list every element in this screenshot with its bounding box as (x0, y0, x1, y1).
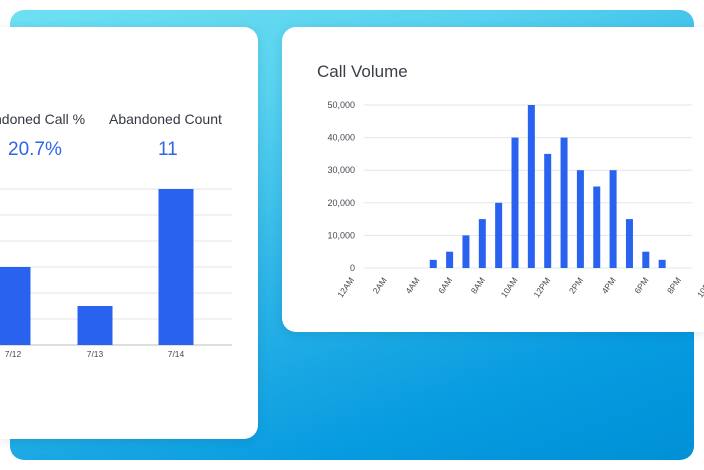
call-volume-bar-chart: 0 10,000 20,000 30,000 40,000 50,000 12AM 2AM 4A… (327, 100, 704, 299)
volume-bar (625, 219, 633, 268)
x-tick-label: 7/14 (168, 349, 185, 359)
x-tick-label: 12AM (335, 275, 356, 299)
abandoned-bar (0, 267, 31, 345)
abandoned-call-percent-label: ndoned Call % (0, 111, 86, 127)
volume-bar (527, 105, 535, 268)
volume-bar (462, 235, 470, 268)
x-tick-label: 6AM (436, 275, 454, 295)
volume-bar (560, 137, 568, 268)
abandoned-bar-chart: 7/12 7/13 7/14 (0, 188, 232, 359)
volume-bar (446, 251, 454, 268)
volume-bar (658, 259, 666, 268)
y-tick-label: 10,000 (327, 230, 355, 240)
x-tick-label: 12PM (531, 275, 552, 299)
x-tick-label: 2PM (567, 275, 585, 295)
x-tick-label: 8PM (665, 275, 683, 295)
volume-bar (544, 153, 552, 268)
abandoned-call-percent-value: 20.7% (8, 139, 62, 160)
x-tick-label: 10AM (499, 275, 520, 299)
volume-bar (609, 170, 617, 268)
volume-bar (576, 170, 584, 268)
x-tick-label: 4PM (600, 275, 618, 295)
call-volume-title: Call Volume (317, 62, 408, 81)
y-tick-label: 40,000 (327, 133, 355, 143)
y-tick-label: 30,000 (327, 165, 355, 175)
x-tick-label: 2AM (371, 275, 389, 295)
call-volume-card: Call Volume 0 10,000 20,000 30,000 40,000 50,… (282, 27, 704, 332)
volume-bar (478, 219, 486, 268)
x-tick-label: 6PM (632, 275, 650, 295)
x-tick-label: 7/13 (87, 349, 104, 359)
x-tick-label: 10PM (695, 275, 704, 299)
y-tick-label: 20,000 (327, 198, 355, 208)
abandoned-count-value: 11 (158, 139, 178, 160)
y-tick-label: 0 (350, 263, 355, 273)
x-tick-label: 7/12 (5, 349, 22, 359)
volume-bar (511, 137, 519, 268)
y-tick-label: 50,000 (327, 100, 355, 110)
abandoned-bar (77, 306, 113, 345)
abandoned-card: ndoned Call % 20.7% Abandoned Count 11 7… (0, 27, 258, 439)
abandoned-count-label: Abandoned Count (109, 111, 222, 127)
volume-bar (495, 202, 503, 268)
volume-bar (642, 251, 650, 268)
abandoned-bar (158, 189, 194, 345)
volume-bar (593, 186, 601, 268)
x-tick-label: 4AM (403, 275, 421, 295)
volume-bar (429, 259, 437, 268)
x-tick-label: 8AM (469, 275, 487, 295)
